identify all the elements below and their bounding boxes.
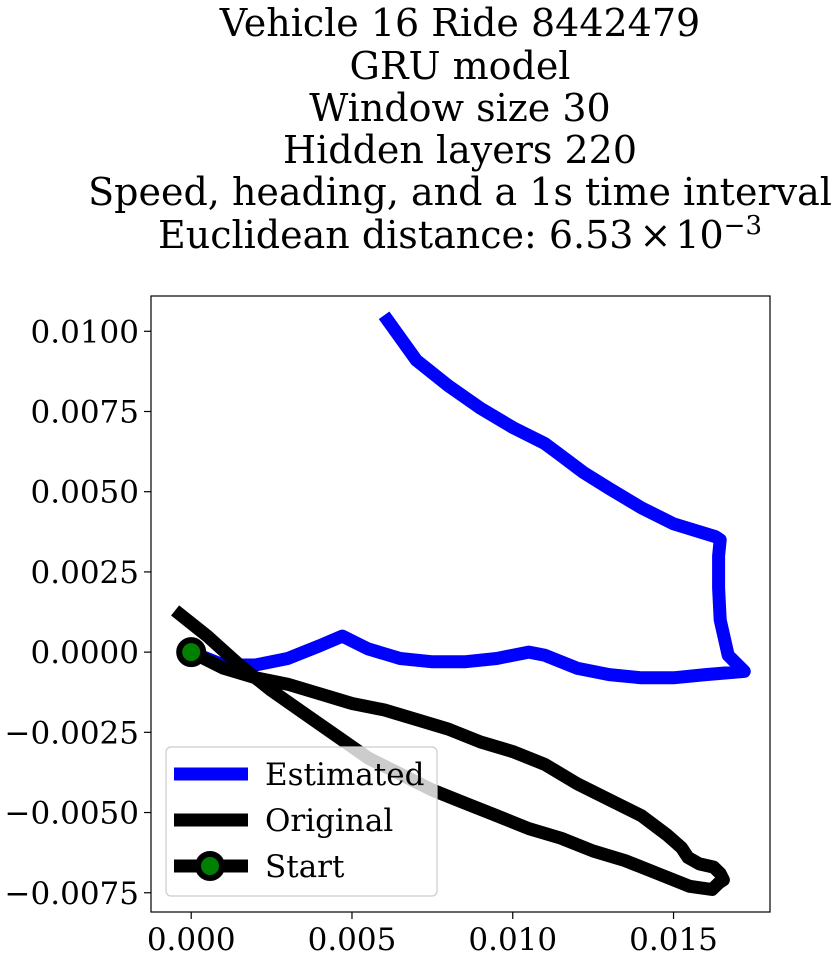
y-tick-label-5: −0.0025 [5,715,139,751]
distance-base: 10 [675,213,723,257]
legend-label-estimated: Estimated [265,757,424,793]
plot-frame [150,295,771,913]
chart-title: Vehicle 16 Ride 8442479 GRU model Window… [88,1,832,257]
distance-exponent: −3 [724,211,762,241]
title-line-3: Window size 30 [309,86,610,130]
legend: Estimated Original Start [165,746,438,897]
y-tick-label-7: −0.0075 [5,876,139,912]
series-line-estimated [188,311,751,685]
y-tick-label-3: 0.0025 [31,555,139,591]
x-tick-label-2: 0.010 [468,922,557,958]
x-tick-label-3: 0.015 [629,922,718,958]
y-tick-label-4: 0.0000 [31,635,139,671]
legend-label-start: Start [265,849,345,885]
x-tick-label-1: 0.005 [308,922,397,958]
legend-marker-start [195,851,225,881]
title-line-2: GRU model [350,44,571,88]
legend-box [165,746,438,897]
start-marker [176,637,207,668]
x-tick-label-0: 0.000 [147,922,236,958]
y-tick-label-2: 0.0050 [31,475,139,511]
y-tick-label-0: 0.0100 [31,314,139,350]
title-line-6: Euclidean distance: 6.53 × 10−3 [158,211,762,257]
distance-label: Euclidean distance: 6.53 [158,213,633,257]
legend-label-original: Original [265,803,393,839]
title-line-5: Speed, heading, and a 1s time interval [88,170,832,214]
title-line-1: Vehicle 16 Ride 8442479 [219,1,700,45]
y-tick-label-6: −0.0050 [5,796,139,832]
y-tick-label-1: 0.0075 [31,395,139,431]
title-line-4: Hidden layers 220 [283,128,637,172]
axes-ticks: 0.000 0.005 0.010 0.015 0.0100 0.0075 0.0050 0.… [5,314,718,958]
distance-times: × [639,213,671,257]
